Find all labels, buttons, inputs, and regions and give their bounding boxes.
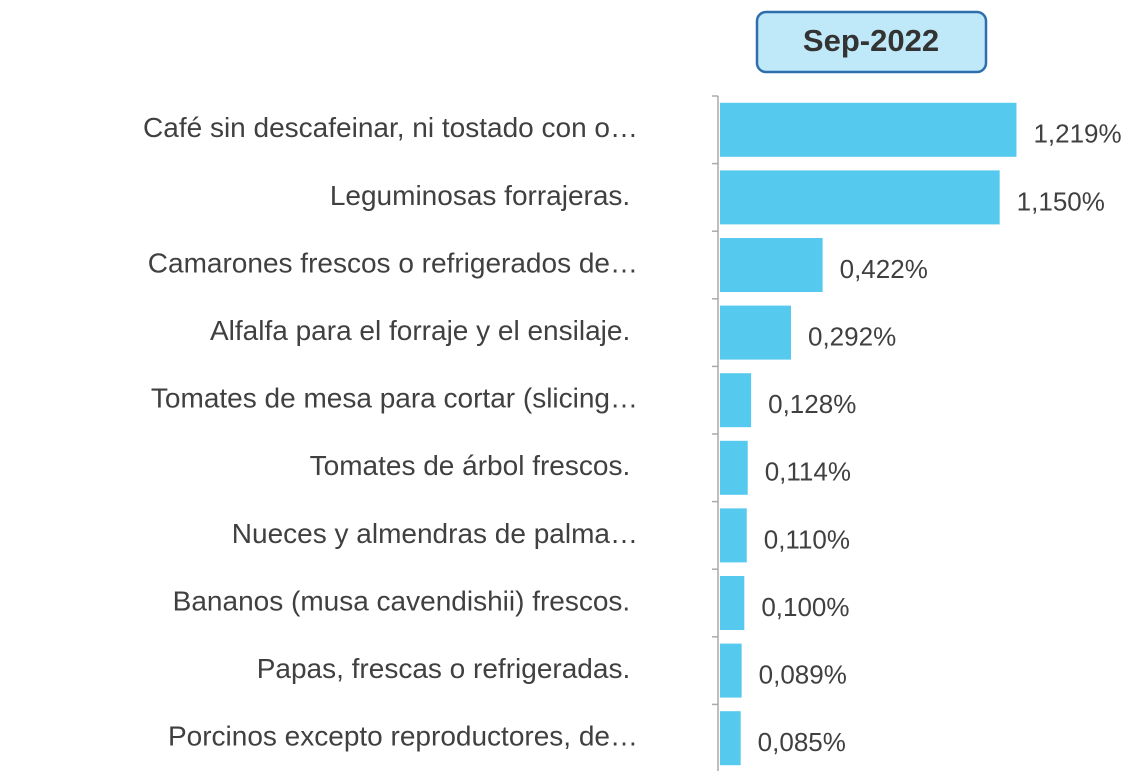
category-label: Bananos (musa cavendishii) frescos.: [173, 585, 638, 616]
category-label: Café sin descafeinar, ni tostado con o…: [143, 112, 638, 143]
title-box: [755, 10, 988, 74]
bar: [720, 576, 745, 630]
bar: [720, 102, 1017, 157]
bar: [720, 508, 747, 563]
category-label: Camarones frescos o refrigerados de…: [148, 247, 638, 278]
value-label: 0,422%: [840, 254, 928, 284]
category-label: Tomates de mesa para cortar (slicing…: [151, 383, 638, 414]
bar: [720, 305, 792, 360]
bar: [720, 643, 742, 698]
value-label: 0,100%: [761, 592, 849, 622]
bar: [720, 373, 752, 428]
value-label: 1,219%: [1033, 119, 1121, 149]
value-label: 0,110%: [764, 524, 850, 554]
bar: [720, 238, 823, 292]
category-label: Alfalfa para el forraje y el ensilaje.: [210, 315, 638, 346]
bar: [720, 170, 1000, 225]
value-label: 1,150%: [1017, 186, 1105, 216]
category-label: Papas, frescas o refrigeradas.: [257, 653, 638, 684]
bar: [720, 711, 741, 766]
bar: [720, 440, 748, 495]
category-label: Nueces y almendras de palma…: [232, 518, 638, 549]
chart-title: Sep-2022: [803, 23, 939, 58]
category-label: Porcinos excepto reproductores, de…: [168, 721, 638, 752]
value-label: 0,114%: [765, 457, 851, 487]
category-label: Tomates de árbol frescos.: [310, 450, 638, 481]
value-label: 0,089%: [759, 659, 847, 689]
value-label: 0,085%: [758, 727, 846, 757]
value-label: 0,128%: [768, 389, 856, 419]
category-label: Leguminosas forrajeras.: [330, 180, 638, 211]
value-label: 0,292%: [808, 321, 896, 351]
